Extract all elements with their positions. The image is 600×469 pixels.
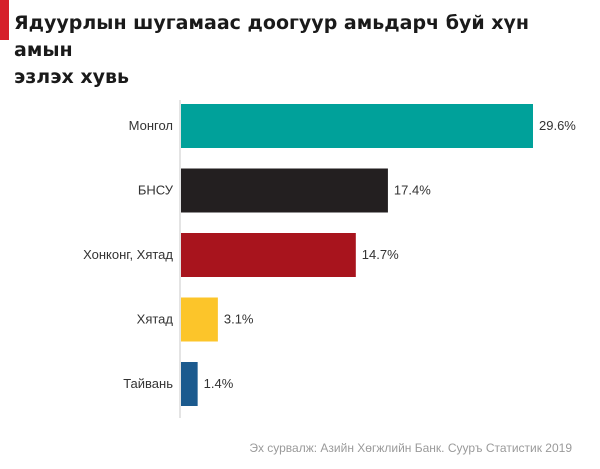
chart-title: Ядуурлын шугамаас доогуур амьдарч буй хү…	[14, 10, 574, 91]
value-label-1: 17.4%	[394, 183, 431, 198]
accent-mark	[0, 0, 9, 40]
bar-3	[181, 297, 218, 342]
value-label-0: 29.6%	[539, 118, 576, 133]
value-label-4: 1.4%	[204, 376, 234, 391]
category-label-4: Тайвань	[123, 376, 173, 391]
category-label-0: Монгол	[129, 118, 173, 133]
category-label-2: Хонконг, Хятад	[83, 247, 173, 262]
bar-2	[181, 233, 356, 277]
category-label-1: БНСУ	[138, 183, 174, 198]
bar-4	[181, 362, 198, 406]
bar-1	[181, 168, 388, 213]
source-note: Эх сурвалж: Азийн Хөгжлийн Банк. Сууръ С…	[249, 441, 572, 455]
bars-group: Монгол 29.6% БНСУ 17.4% Хонконг, Хятад 14.7% Х…	[83, 104, 576, 406]
title-line-2: эзлэх хувь	[14, 66, 130, 88]
value-label-3: 3.1%	[224, 312, 254, 327]
category-label-3: Хятад	[137, 312, 174, 327]
bar-0	[181, 104, 533, 148]
title-line-1: Ядуурлын шугамаас доогуур амьдарч буй хү…	[14, 12, 530, 61]
value-label-2: 14.7%	[362, 247, 399, 262]
